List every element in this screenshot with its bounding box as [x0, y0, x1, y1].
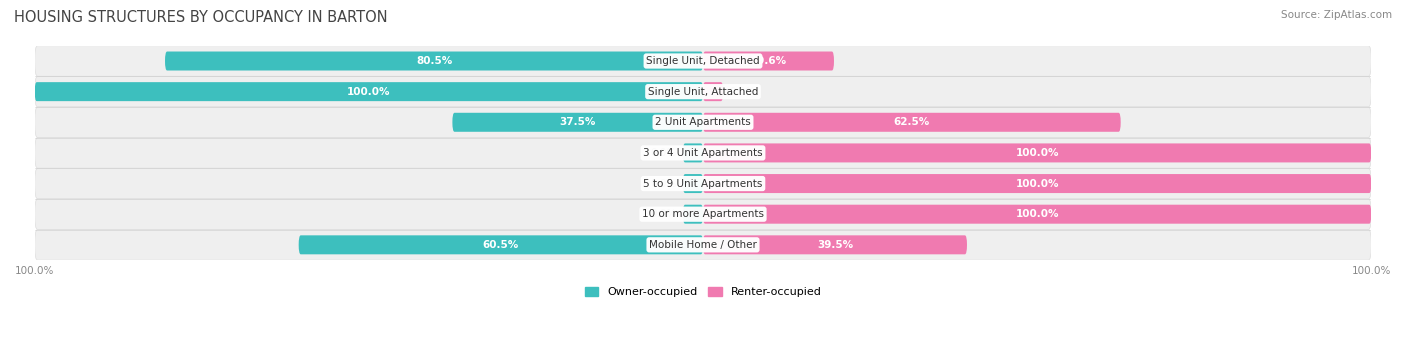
- FancyBboxPatch shape: [35, 168, 1371, 199]
- Legend: Owner-occupied, Renter-occupied: Owner-occupied, Renter-occupied: [581, 282, 825, 302]
- Text: 10 or more Apartments: 10 or more Apartments: [643, 209, 763, 219]
- FancyBboxPatch shape: [703, 205, 1371, 224]
- FancyBboxPatch shape: [298, 235, 703, 254]
- Text: 100.0%: 100.0%: [1015, 209, 1059, 219]
- FancyBboxPatch shape: [703, 113, 1121, 132]
- FancyBboxPatch shape: [683, 205, 703, 224]
- FancyBboxPatch shape: [683, 144, 703, 162]
- Text: 100.0%: 100.0%: [347, 87, 391, 97]
- Text: 39.5%: 39.5%: [817, 240, 853, 250]
- FancyBboxPatch shape: [35, 138, 1371, 168]
- FancyBboxPatch shape: [703, 235, 967, 254]
- Text: 3 or 4 Unit Apartments: 3 or 4 Unit Apartments: [643, 148, 763, 158]
- Text: 100.0%: 100.0%: [1015, 179, 1059, 189]
- Text: 60.5%: 60.5%: [482, 240, 519, 250]
- Text: 19.6%: 19.6%: [751, 56, 786, 66]
- FancyBboxPatch shape: [35, 229, 1371, 260]
- FancyBboxPatch shape: [35, 82, 703, 101]
- Text: Single Unit, Attached: Single Unit, Attached: [648, 87, 758, 97]
- Text: 100.0%: 100.0%: [1015, 148, 1059, 158]
- Text: 0.0%: 0.0%: [650, 148, 676, 158]
- Text: 0.0%: 0.0%: [650, 209, 676, 219]
- Text: 62.5%: 62.5%: [894, 117, 929, 127]
- FancyBboxPatch shape: [703, 51, 834, 71]
- FancyBboxPatch shape: [703, 174, 1371, 193]
- FancyBboxPatch shape: [35, 46, 1371, 76]
- Text: 5 to 9 Unit Apartments: 5 to 9 Unit Apartments: [644, 179, 762, 189]
- FancyBboxPatch shape: [165, 51, 703, 71]
- Text: 0.0%: 0.0%: [650, 179, 676, 189]
- Text: Single Unit, Detached: Single Unit, Detached: [647, 56, 759, 66]
- Text: Source: ZipAtlas.com: Source: ZipAtlas.com: [1281, 10, 1392, 20]
- FancyBboxPatch shape: [35, 107, 1371, 138]
- FancyBboxPatch shape: [703, 144, 1371, 162]
- FancyBboxPatch shape: [35, 199, 1371, 229]
- Text: 80.5%: 80.5%: [416, 56, 453, 66]
- FancyBboxPatch shape: [35, 76, 1371, 107]
- Text: 2 Unit Apartments: 2 Unit Apartments: [655, 117, 751, 127]
- FancyBboxPatch shape: [453, 113, 703, 132]
- FancyBboxPatch shape: [703, 82, 723, 101]
- Text: Mobile Home / Other: Mobile Home / Other: [650, 240, 756, 250]
- FancyBboxPatch shape: [683, 174, 703, 193]
- Text: 37.5%: 37.5%: [560, 117, 596, 127]
- Text: HOUSING STRUCTURES BY OCCUPANCY IN BARTON: HOUSING STRUCTURES BY OCCUPANCY IN BARTO…: [14, 10, 388, 25]
- Text: 0.0%: 0.0%: [730, 87, 756, 97]
